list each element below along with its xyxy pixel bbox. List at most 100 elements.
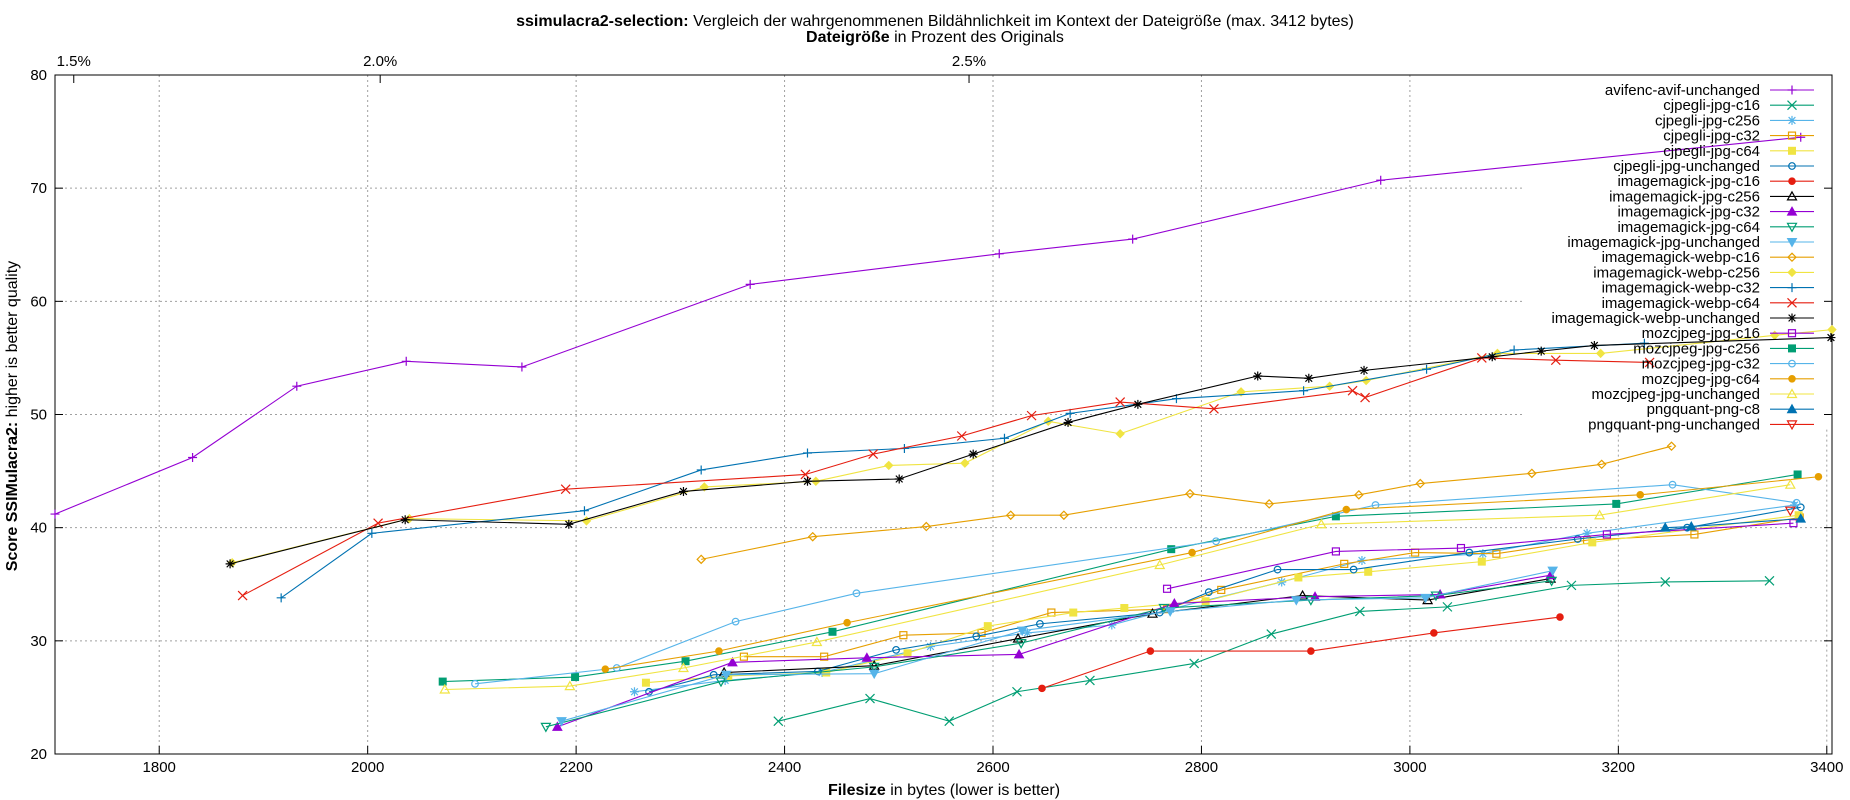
legend-marker <box>1787 252 1797 263</box>
data-point <box>696 465 706 475</box>
data-point <box>571 673 580 682</box>
data-point <box>1065 408 1075 418</box>
series-line <box>561 570 1553 722</box>
data-point <box>1526 468 1537 479</box>
data-point <box>1477 557 1486 566</box>
data-point <box>1185 488 1195 499</box>
legend-marker <box>1788 146 1796 155</box>
legend-entry: cjpegli-jpg-c64 <box>1663 143 1814 160</box>
legend-marker <box>1788 359 1796 368</box>
data-point <box>1814 472 1823 481</box>
top-axis-tick-label: 2.0% <box>363 53 397 70</box>
legend-label: imagemagick-jpg-c16 <box>1617 173 1760 190</box>
data-point <box>1069 608 1078 617</box>
data-point <box>1596 459 1607 470</box>
legend-label: mozcjpeg-jpg-c64 <box>1642 371 1760 388</box>
legend-marker <box>1788 177 1796 185</box>
legend-label: imagemagick-jpg-c64 <box>1617 219 1760 236</box>
chart-subtitle-bold: Dateigröße <box>806 29 890 46</box>
legend-marker <box>1786 403 1798 414</box>
data-point <box>1201 597 1210 606</box>
data-point <box>868 660 880 670</box>
data-point <box>944 716 955 727</box>
data-point <box>1164 607 1176 617</box>
series-imagemagick-webp-c32 <box>276 338 1649 603</box>
y-tick-label: 20 <box>30 746 47 763</box>
data-point <box>960 458 970 468</box>
data-point <box>188 453 198 463</box>
series-imagemagick-jpg-c32 <box>551 569 1556 731</box>
legend-marker <box>1786 206 1798 216</box>
data-point <box>1212 537 1220 546</box>
legend-label: imagemagick-webp-unchanged <box>1552 310 1760 327</box>
data-point <box>1668 480 1677 489</box>
data-point <box>1685 521 1697 531</box>
series-imagemagick-jpg-c64 <box>540 576 1558 733</box>
data-point <box>715 647 723 655</box>
series-mozcjpeg-jpg-c256 <box>438 470 1802 686</box>
data-point <box>1376 175 1386 185</box>
data-point <box>556 717 567 727</box>
legend-entry: cjpegli-jpg-c32 <box>1663 128 1814 145</box>
data-point <box>807 531 818 542</box>
data-point <box>1189 658 1200 669</box>
legend-label: imagemagick-webp-c32 <box>1602 280 1760 297</box>
x-tick-label: 3400 <box>1810 759 1843 776</box>
chart-subtitle-rest: in Prozent des Originals <box>890 29 1064 46</box>
data-point <box>401 356 411 366</box>
series-line <box>701 445 1672 560</box>
data-point <box>1536 346 1546 356</box>
chart-subtitle: Dateigröße in Prozent des Originals <box>806 29 1064 46</box>
top-axis-tick-label: 1.5% <box>57 53 91 70</box>
data-point <box>1347 385 1358 396</box>
data-point <box>1659 522 1671 532</box>
legend-entry: imagemagick-webp-c64 <box>1602 295 1814 312</box>
data-point <box>1209 403 1219 414</box>
legend-entry: mozcjpeg-jpg-c64 <box>1642 371 1814 388</box>
data-point <box>1566 580 1577 591</box>
data-point <box>699 482 710 492</box>
series-line <box>557 574 1551 728</box>
data-point <box>1442 601 1453 612</box>
legend-label: cjpegli-jpg-c16 <box>1663 97 1760 114</box>
series-line <box>232 329 1833 564</box>
series-group <box>50 132 1837 733</box>
series-imagemagick-jpg-c16 <box>1038 613 1564 693</box>
data-point <box>367 528 377 538</box>
data-point <box>1012 686 1022 697</box>
data-point <box>1487 352 1497 362</box>
series-line <box>1041 616 1561 689</box>
data-point <box>852 589 861 598</box>
data-point <box>1290 596 1302 606</box>
data-point <box>1550 355 1561 366</box>
data-point <box>1784 506 1796 517</box>
data-point <box>1573 535 1582 543</box>
series-line <box>242 357 1650 597</box>
data-point <box>1154 559 1166 570</box>
legend-label: imagemagick-webp-c64 <box>1602 295 1760 312</box>
y-tick-label: 40 <box>30 520 47 537</box>
data-point <box>983 622 992 631</box>
x-axis-label: Filesize in bytes (lower is better) <box>828 782 1060 799</box>
legend-marker <box>1786 222 1798 233</box>
series-cjpegli-jpg-c16 <box>773 575 1775 727</box>
data-point <box>720 670 732 681</box>
series-line <box>778 580 1770 722</box>
data-point <box>439 683 451 694</box>
data-point <box>1315 518 1327 529</box>
data-point <box>1038 684 1046 693</box>
y-axis-label-bold: Score SSIMulacra2: <box>4 422 21 571</box>
series-pngquant-png-c8 <box>1659 513 1807 532</box>
data-point <box>1636 491 1645 499</box>
data-point <box>1016 626 1028 637</box>
legend-label: cjpegli-jpg-unchanged <box>1613 158 1760 175</box>
data-point <box>921 521 932 532</box>
data-point <box>551 721 563 731</box>
legend-marker <box>1786 388 1798 399</box>
data-point <box>1644 357 1655 368</box>
legend-label: mozcjpeg-jpg-c16 <box>1642 325 1760 342</box>
y-axis-label-rest: higher is better quality <box>4 261 21 422</box>
data-point <box>560 484 571 495</box>
data-point <box>820 652 829 661</box>
legend-label: cjpegli-jpg-c256 <box>1655 112 1760 129</box>
